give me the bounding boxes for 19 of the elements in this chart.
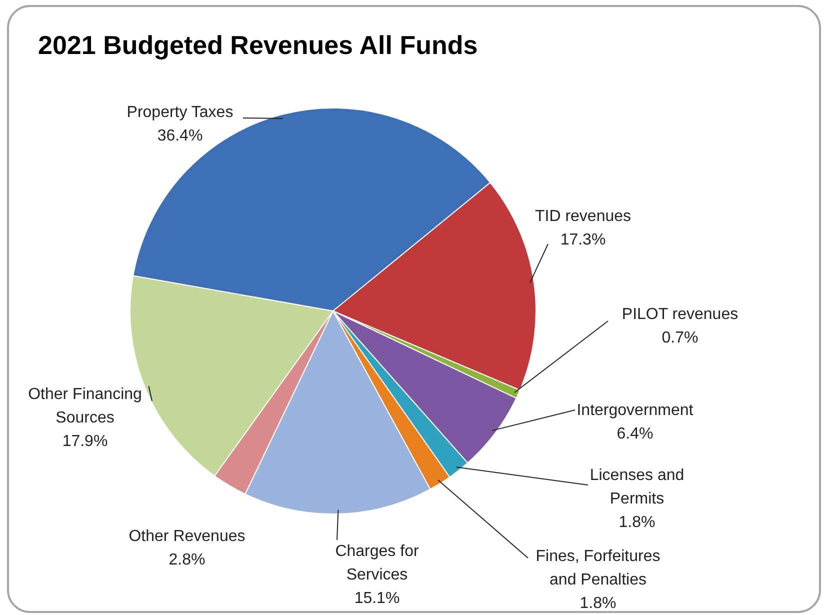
slice-label: TID revenues	[534, 208, 632, 225]
data-label: 15.1%	[354, 590, 400, 607]
slice-label: Charges for Services	[335, 543, 420, 584]
slice-label: Intergovernment	[576, 402, 694, 419]
data-label: 0.7%	[662, 330, 698, 346]
data-label: 17.3%	[560, 232, 606, 248]
data-label: 36.4%	[157, 128, 203, 144]
data-label: 1.8%	[580, 595, 616, 612]
data-label: 17.9%	[62, 433, 108, 450]
data-label: 1.8%	[618, 514, 656, 531]
slice-label: PILOT revenues	[622, 306, 738, 323]
data-label: 2.8%	[168, 552, 206, 568]
slice-label: Other Financing Sources	[28, 386, 142, 426]
slice-label: Property Taxes	[126, 104, 234, 121]
data-label: 6.4%	[616, 426, 654, 442]
chart-title: 2021 Budgeted Revenues All Funds	[38, 30, 478, 60]
slice-label: Licenses and Permits	[590, 467, 684, 508]
slice-label: Fines, Forfeitures and Penalties	[536, 548, 660, 588]
slice-label: Other Revenues	[128, 528, 246, 545]
